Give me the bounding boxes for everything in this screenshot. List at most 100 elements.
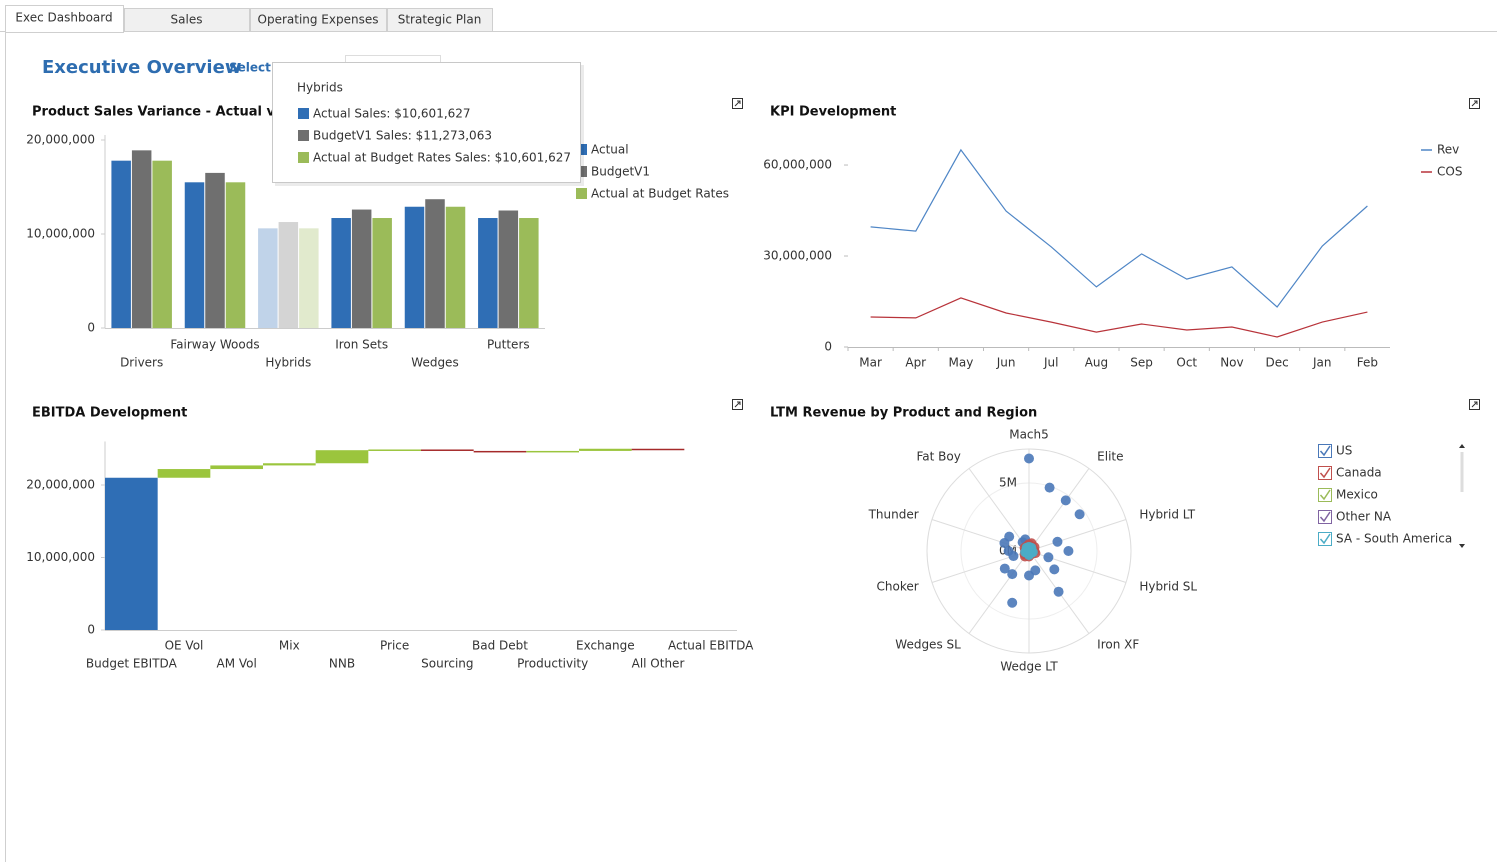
x-tick-label: Jul — [1043, 356, 1058, 370]
chart-title: LTM Revenue by Product and Region — [770, 406, 1037, 421]
scroll-down[interactable] — [1459, 544, 1465, 548]
category-label: Hybrid LT — [1139, 508, 1195, 522]
tab-label[interactable]: Exec Dashboard — [15, 11, 112, 25]
legend-label: Actual at Budget Rates — [591, 187, 729, 201]
waterfall-bar — [473, 450, 527, 453]
bar — [258, 228, 278, 328]
scroll-up[interactable] — [1459, 444, 1465, 448]
tooltip — [272, 62, 581, 183]
category-label: Fat Boy — [916, 450, 960, 464]
x-tick-label: AM Vol — [216, 657, 256, 671]
expand-icon[interactable] — [1469, 98, 1480, 109]
x-tick-label: Actual EBITDA — [668, 639, 754, 653]
point — [1060, 495, 1071, 506]
category-label: Choker — [877, 579, 919, 593]
x-tick-label: Fairway Woods — [170, 338, 259, 352]
point — [1043, 552, 1054, 563]
legend-label[interactable]: Canada — [1336, 466, 1382, 480]
x-tick-label: Jan — [1312, 356, 1332, 370]
legend-label[interactable]: US — [1336, 444, 1352, 458]
tooltip-title: Hybrids — [297, 81, 343, 95]
legend-check — [1319, 533, 1331, 545]
tooltip-item: Actual Sales: $10,601,627 — [313, 107, 471, 121]
x-tick-label: Dec — [1265, 356, 1288, 370]
x-tick-label: Aug — [1085, 356, 1108, 370]
point — [1007, 597, 1018, 608]
legend-swatch — [576, 144, 587, 155]
legend-swatch — [576, 166, 587, 177]
point — [1003, 546, 1014, 556]
point — [1074, 509, 1085, 520]
bar — [351, 209, 372, 328]
legend-label[interactable]: SA - South America — [1336, 532, 1452, 546]
bar — [131, 150, 152, 328]
tab-label[interactable]: Sales — [171, 13, 203, 27]
x-tick-label: Sep — [1130, 356, 1153, 370]
bar — [519, 218, 539, 328]
bar — [152, 160, 172, 328]
tooltip-swatch — [298, 130, 309, 141]
x-tick-label: All Other — [632, 657, 685, 671]
line-series — [870, 148, 1368, 308]
expand-icons — [732, 98, 1480, 410]
bar — [372, 218, 392, 328]
tooltip-swatch — [298, 108, 309, 119]
category-label: Thunder — [868, 508, 919, 522]
x-tick-label: Mar — [859, 356, 882, 370]
bar — [278, 222, 299, 328]
point — [1024, 453, 1034, 464]
expand-icon[interactable] — [732, 98, 743, 109]
bar — [205, 172, 225, 328]
tab-label[interactable]: Operating Expenses — [258, 13, 379, 27]
waterfall-bar — [579, 448, 632, 451]
waterfall-bar — [105, 477, 158, 630]
bar — [404, 206, 425, 328]
polar-spoke — [1028, 550, 1127, 583]
x-tick-label: Iron Sets — [335, 338, 388, 352]
point — [1044, 482, 1055, 493]
y-tick-label: 20,000,000 — [26, 133, 95, 147]
y-tick-label: 60,000,000 — [763, 158, 832, 172]
category-label: Wedge LT — [1000, 660, 1058, 674]
bar — [478, 218, 498, 328]
legend-label[interactable]: Mexico — [1336, 488, 1378, 502]
expand-icon[interactable] — [732, 399, 743, 410]
x-tick-label: May — [949, 356, 974, 370]
polar-spoke — [1028, 468, 1090, 552]
x-tick-label: Apr — [905, 356, 926, 370]
x-tick-label: Hybrids — [265, 356, 311, 370]
bar — [225, 182, 246, 328]
legend-check — [1319, 489, 1331, 501]
category-label: Wedges SL — [895, 637, 961, 651]
tab[interactable] — [250, 8, 387, 32]
expand-arrows — [734, 100, 1478, 408]
legend-label: BudgetV1 — [591, 165, 650, 179]
x-tick-label: Bad Debt — [472, 639, 528, 653]
waterfall-bar — [210, 465, 263, 470]
category-label: Mach5 — [1009, 428, 1049, 442]
x-tick-label: Drivers — [120, 356, 163, 370]
chart-title: KPI Development — [770, 105, 896, 120]
x-tick-label: Jun — [996, 356, 1016, 370]
x-tick-label: Price — [380, 639, 409, 653]
polar-spoke — [931, 519, 1030, 552]
tooltip-item: Actual at Budget Rates Sales: $10,601,62… — [313, 151, 571, 165]
tab-label[interactable]: Strategic Plan — [398, 13, 482, 27]
scroll-track — [1460, 452, 1464, 492]
tab[interactable] — [387, 8, 493, 32]
tab[interactable] — [124, 8, 250, 32]
legend-label[interactable]: Other NA — [1336, 510, 1392, 524]
bar — [111, 160, 131, 328]
waterfall-bar — [526, 450, 579, 453]
x-tick-label: NNB — [329, 657, 355, 671]
point — [1004, 531, 1015, 542]
tab[interactable] — [5, 5, 124, 33]
legend-check — [1319, 445, 1331, 457]
tooltip-swatch — [298, 152, 309, 163]
x-tick-label: Wedges — [411, 356, 458, 370]
bar — [331, 218, 351, 328]
x-tick-label: Mix — [279, 639, 300, 653]
x-tick-label: Putters — [487, 338, 530, 352]
legend-label: Actual — [591, 143, 629, 157]
expand-icon[interactable] — [1469, 399, 1480, 410]
